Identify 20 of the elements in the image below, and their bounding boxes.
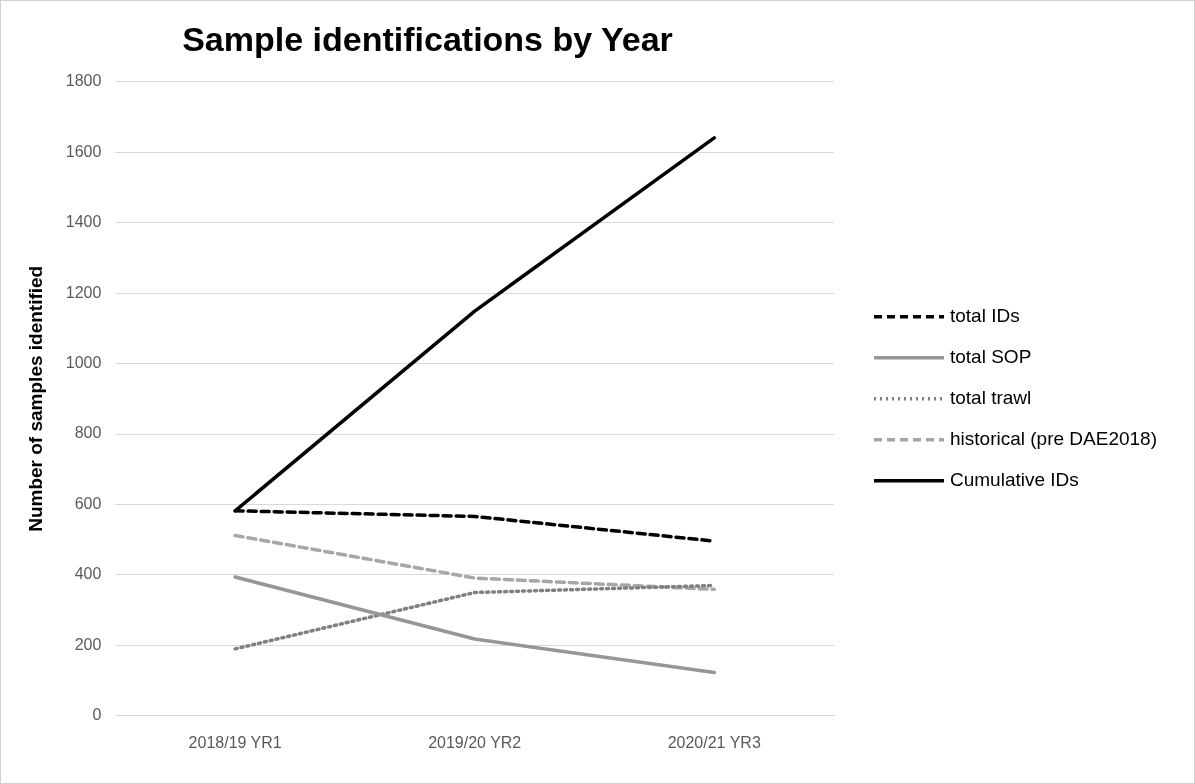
y-tick-label: 200 bbox=[74, 635, 102, 653]
y-tick-label: 600 bbox=[74, 494, 102, 512]
legend-label: total trawl bbox=[950, 387, 1032, 409]
x-tick-label: 2019/20 YR2 bbox=[428, 733, 522, 751]
y-tick-label: 800 bbox=[74, 424, 102, 442]
y-tick-label: 0 bbox=[92, 706, 102, 724]
y-tick-label: 400 bbox=[74, 565, 102, 583]
y-tick-label: 1600 bbox=[65, 142, 102, 160]
chart-title: Sample identifications by Year bbox=[182, 19, 673, 58]
y-tick-label: 1400 bbox=[65, 213, 102, 231]
y-axis-title: Number of samples identified bbox=[24, 265, 46, 532]
legend-label: total IDs bbox=[950, 305, 1020, 327]
legend-label: historical (pre DAE2018) bbox=[950, 428, 1157, 450]
x-tick-label: 2020/21 YR3 bbox=[667, 733, 761, 751]
y-tick-label: 1800 bbox=[65, 72, 102, 90]
x-tick-label: 2018/19 YR1 bbox=[188, 733, 282, 751]
legend-label: total SOP bbox=[950, 346, 1032, 368]
y-tick-label: 1200 bbox=[65, 283, 102, 301]
y-tick-label: 1000 bbox=[65, 353, 102, 371]
legend-label: Cumulative IDs bbox=[950, 469, 1079, 491]
